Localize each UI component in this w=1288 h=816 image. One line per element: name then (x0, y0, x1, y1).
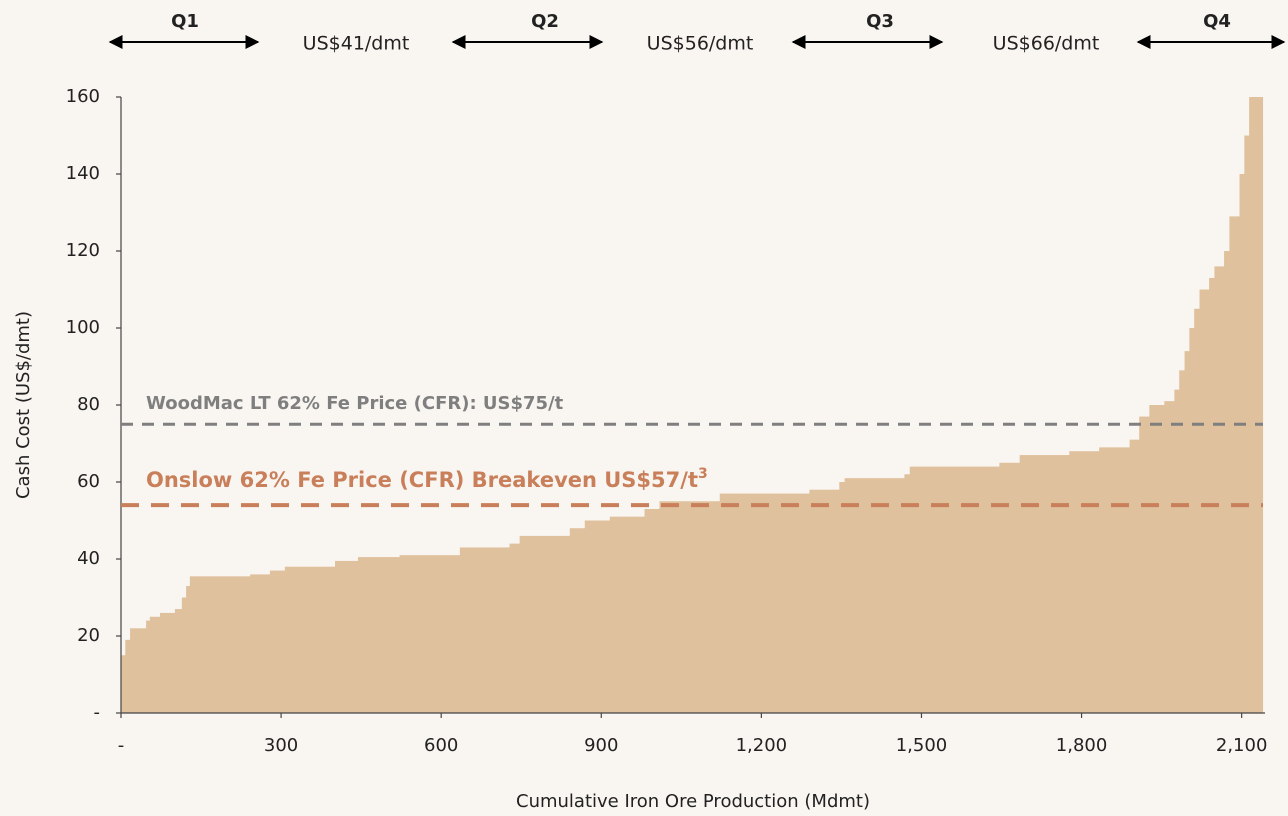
reference-label-text: WoodMac LT 62% Fe Price (CFR): US$75/t (146, 393, 564, 414)
cost-step (1239, 174, 1245, 713)
x-tick-label: 1,500 (896, 735, 948, 756)
cost-step (844, 478, 905, 713)
cost-step (719, 493, 811, 713)
cost-step (1229, 216, 1241, 713)
cost-step (1244, 135, 1250, 713)
quartile-label: Q4 (1203, 11, 1231, 32)
cost-step (1199, 289, 1210, 713)
cost-step (189, 576, 251, 713)
cost-step (250, 574, 271, 713)
y-tick-label: 120 (66, 240, 100, 261)
cost-step (609, 516, 646, 713)
quartile-label: Q2 (531, 11, 559, 32)
quartile-label: Q3 (866, 11, 894, 32)
y-tick-label: 100 (66, 317, 100, 338)
cost-step (1149, 405, 1165, 713)
y-tick-label: 140 (66, 163, 100, 184)
cost-step (1069, 451, 1100, 713)
cost-step (181, 597, 187, 713)
cost-step (121, 655, 126, 713)
x-tick-label: 600 (424, 735, 458, 756)
cost-step (125, 639, 131, 713)
cost-step (909, 466, 1000, 713)
cost-step (1194, 308, 1201, 713)
cost-step (357, 557, 401, 713)
cost-step (269, 570, 286, 713)
y-tick-label: - (94, 702, 101, 723)
cost-step (399, 555, 461, 713)
reference-label-superscript: 3 (698, 466, 708, 482)
x-tick-label: - (118, 735, 125, 756)
cost-step (130, 628, 147, 713)
cost-step (334, 560, 359, 713)
y-tick-label: 80 (77, 394, 100, 415)
cost-step (1184, 351, 1190, 713)
cost-step (1209, 277, 1216, 713)
cost-step (584, 520, 611, 713)
cost-step (904, 474, 911, 713)
y-axis-label: Cash Cost (US$/dmt) (13, 311, 34, 499)
cost-step (1174, 389, 1180, 713)
cost-step (1224, 251, 1230, 713)
cost-step (659, 501, 721, 713)
cost-step (146, 620, 151, 713)
cost-step (1099, 447, 1131, 713)
quartile-boundary: US$56/dmt (647, 33, 754, 55)
quartile-boundary: US$66/dmt (993, 33, 1100, 55)
cost-step (519, 535, 571, 713)
cost-step (569, 528, 586, 713)
x-tick-label: 900 (584, 735, 618, 756)
cost-step (644, 508, 661, 713)
cost-step (999, 462, 1021, 713)
x-tick-label: 1,800 (1056, 735, 1108, 756)
y-tick-label: 60 (77, 471, 100, 492)
x-tick-label: 1,200 (736, 735, 788, 756)
cost-step (1129, 439, 1140, 713)
cost-step (284, 566, 336, 713)
quartile-label: Q1 (171, 11, 199, 32)
y-tick-label: 40 (77, 548, 100, 569)
cost-step (174, 609, 183, 713)
x-axis-label: Cumulative Iron Ore Production (Mdmt) (516, 791, 870, 812)
y-tick-label: 160 (66, 86, 100, 107)
cost-step (1214, 266, 1225, 713)
cost-step (149, 616, 161, 713)
cost-step (1139, 416, 1150, 713)
y-tick-label: 20 (77, 625, 100, 646)
x-tick-label: 2,100 (1216, 735, 1268, 756)
quartile-boundary: US$41/dmt (303, 33, 410, 55)
reference-label-text: Onslow 62% Fe Price (CFR) Breakeven US$5… (146, 468, 698, 492)
cost-step (1179, 370, 1186, 713)
cost-step (509, 543, 521, 713)
reference-label: WoodMac LT 62% Fe Price (CFR): US$75/t (146, 393, 564, 414)
cost-step (1164, 401, 1176, 713)
x-tick-label: 300 (264, 735, 298, 756)
cost-step (186, 585, 191, 713)
cost-step (839, 482, 846, 713)
cost-step (1189, 328, 1195, 713)
cost-step (1249, 97, 1264, 713)
reference-label: Onslow 62% Fe Price (CFR) Breakeven US$5… (146, 466, 708, 492)
cost-step (1019, 455, 1070, 713)
cost-step (459, 547, 511, 713)
cost-step (809, 489, 840, 713)
cost-step (159, 612, 176, 713)
